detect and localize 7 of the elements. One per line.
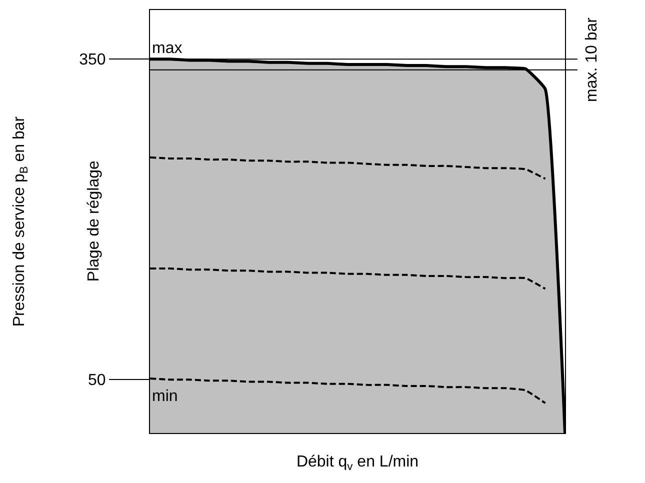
annotation: max xyxy=(152,40,182,57)
annotation: min xyxy=(152,388,178,405)
x-axis-title: Débit q$_{v}$ en L/min xyxy=(296,454,419,474)
y-tick-label: 350 xyxy=(79,52,106,69)
y-tick-label: 50 xyxy=(88,372,106,390)
text: Plage de réglage xyxy=(86,160,103,282)
ref-line-label: max. 10 bar xyxy=(584,16,601,102)
